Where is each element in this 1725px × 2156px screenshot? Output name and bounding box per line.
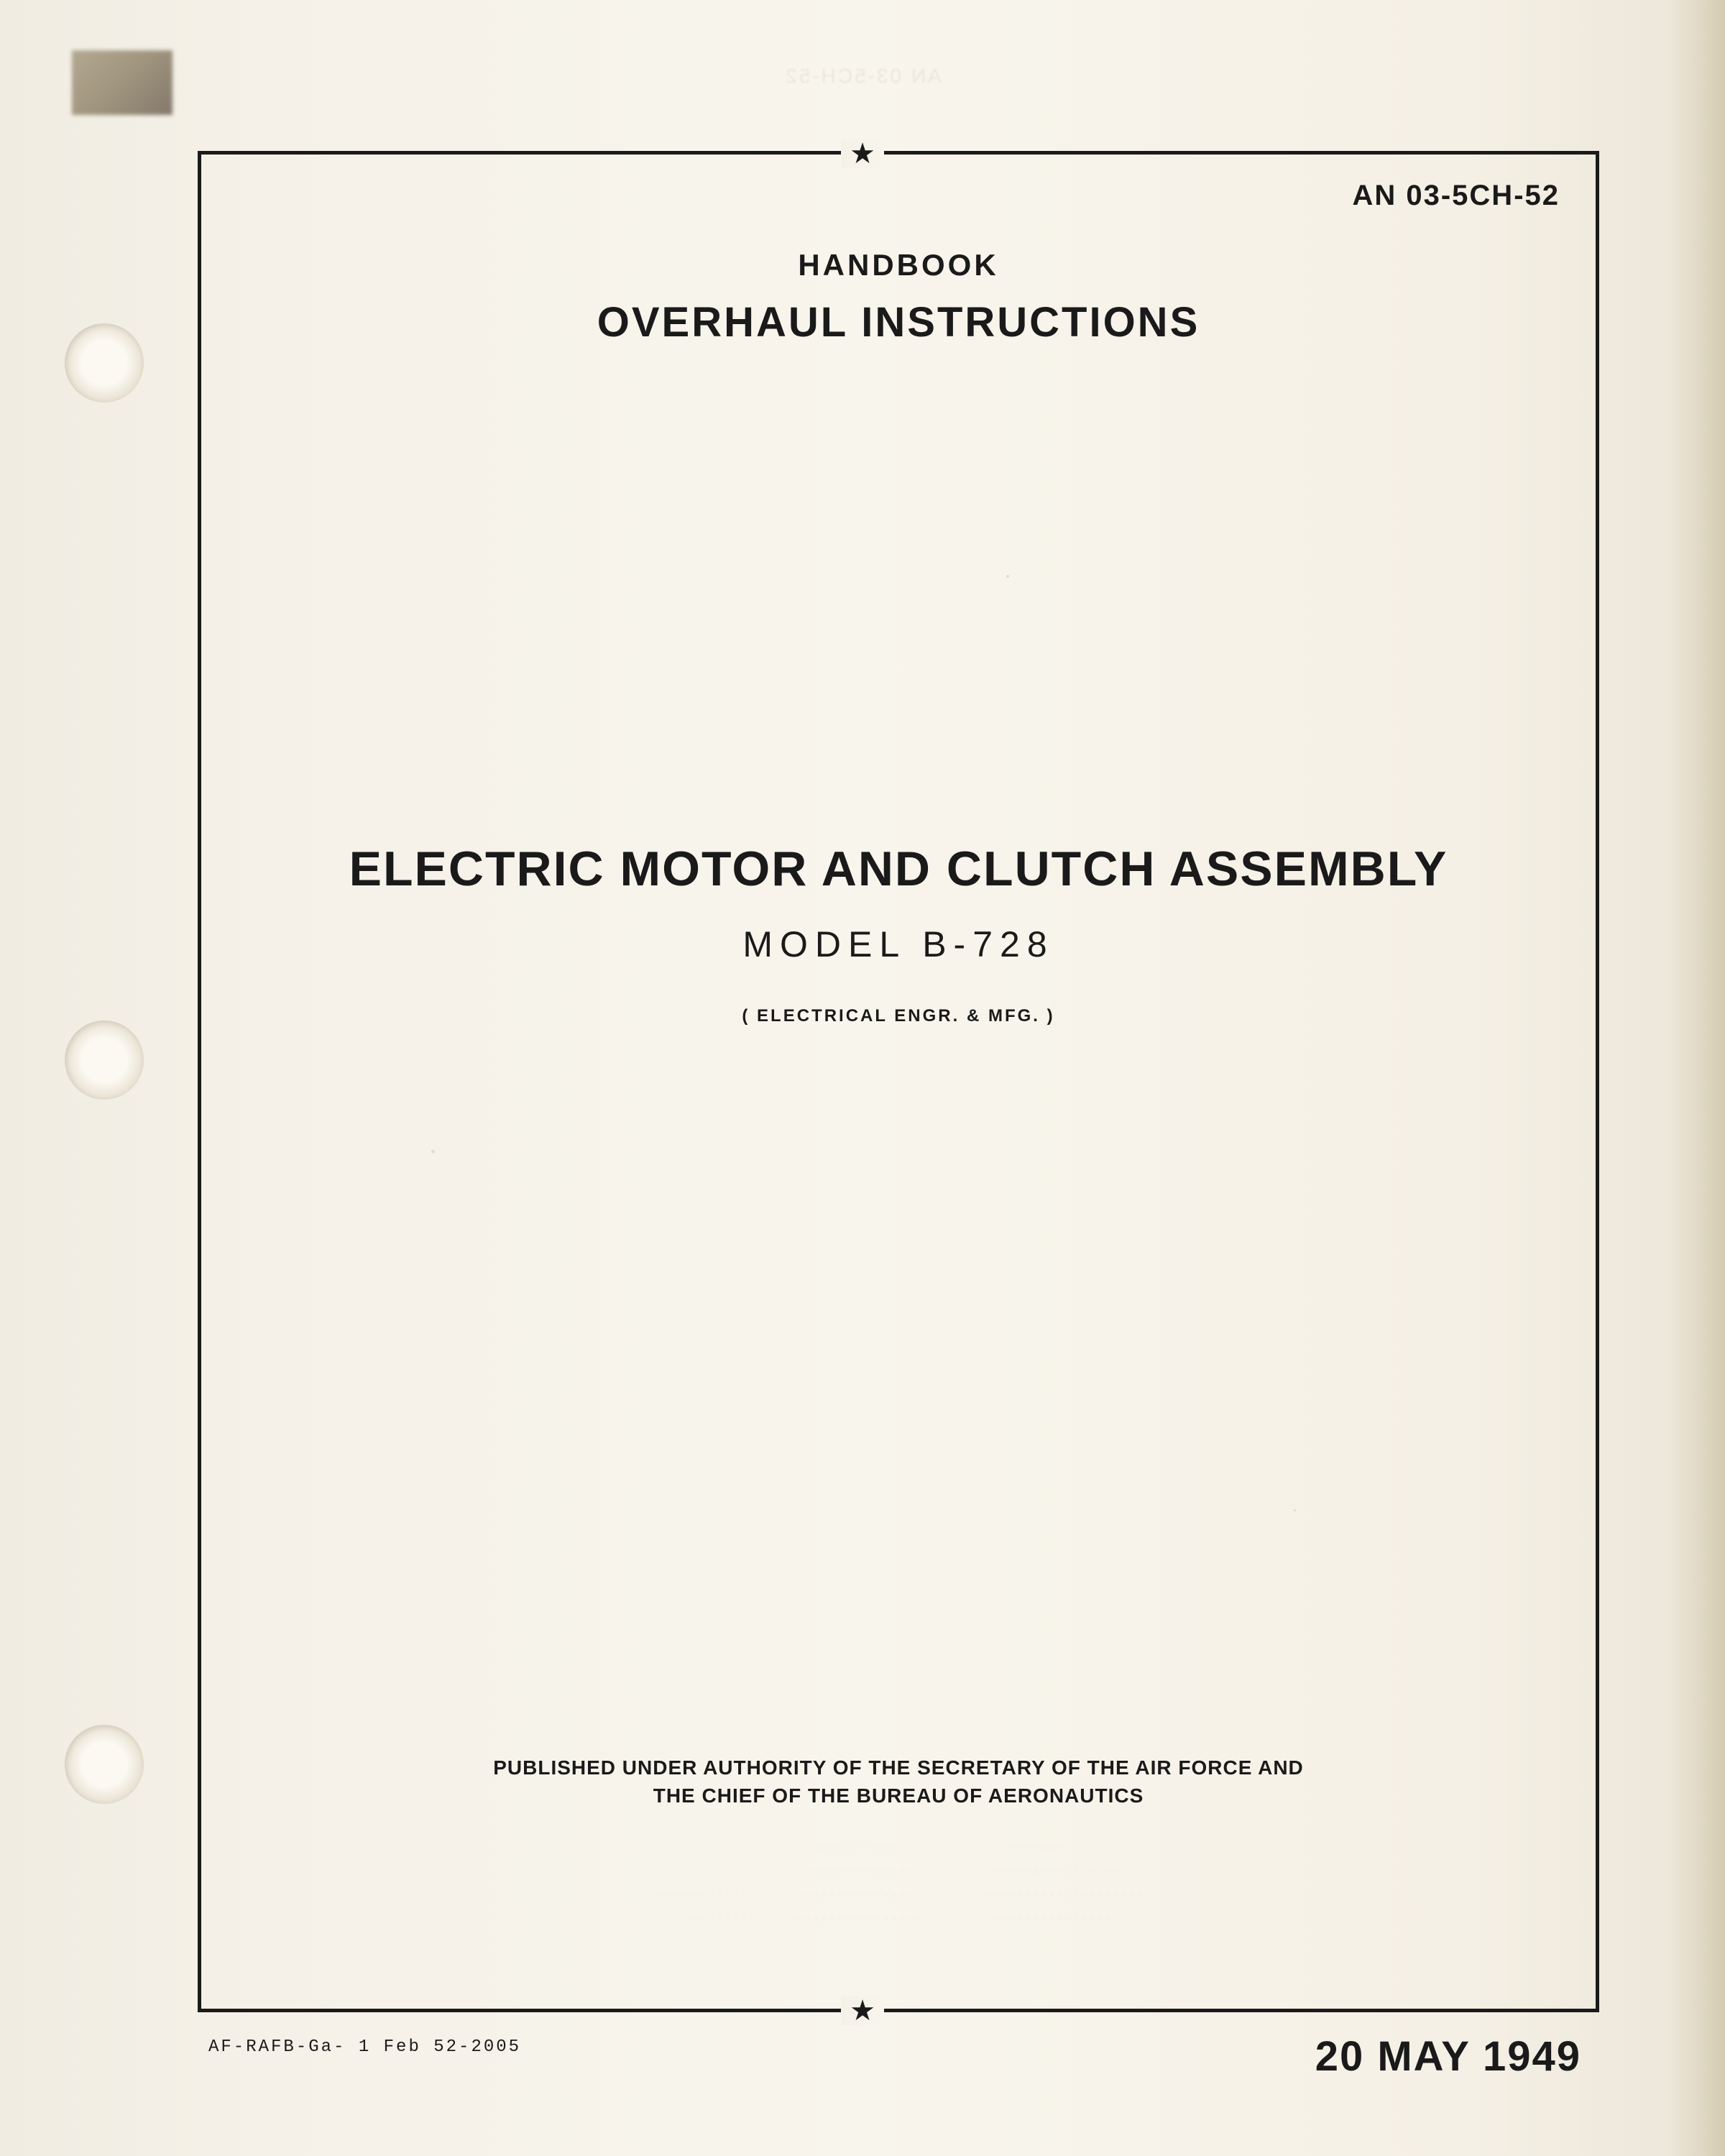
paper-spot xyxy=(1006,575,1009,578)
publication-authority: PUBLISHED UNDER AUTHORITY OF THE SECRETA… xyxy=(198,1754,1599,1810)
model-label: MODEL B-728 xyxy=(198,923,1599,965)
footer-print-code: AF-RAFB-Ga- 1 Feb 52-2005 xyxy=(208,2037,521,2057)
document-page: AN 03-5CH-52 · · · · · · · · · · · · · ·… xyxy=(0,0,1725,2156)
authority-line-2: THE CHIEF OF THE BUREAU OF AERONAUTICS xyxy=(653,1784,1144,1807)
hole-punch-3 xyxy=(65,1725,144,1804)
publication-date: 20 MAY 1949 xyxy=(1315,2032,1581,2081)
document-border-frame xyxy=(198,151,1599,2012)
star-ornament-bottom: ★ xyxy=(841,1996,884,2025)
hole-punch-2 xyxy=(65,1021,144,1100)
document-number: AN 03-5CH-52 xyxy=(1352,180,1560,212)
manufacturer-label: ( ELECTRICAL ENGR. & MFG. ) xyxy=(198,1006,1599,1026)
authority-line-1: PUBLISHED UNDER AUTHORITY OF THE SECRETA… xyxy=(493,1756,1304,1779)
overhaul-instructions-label: OVERHAUL INSTRUCTIONS xyxy=(198,298,1599,346)
ghost-bleedthrough-top: AN 03-5CH-52 xyxy=(0,65,1725,88)
paper-spot xyxy=(431,1150,435,1153)
main-title: ELECTRIC MOTOR AND CLUTCH ASSEMBLY xyxy=(198,841,1599,897)
paper-spot xyxy=(1294,1509,1296,1511)
hole-punch-1 xyxy=(65,323,144,402)
star-ornament-top: ★ xyxy=(841,139,884,168)
handbook-label: HANDBOOK xyxy=(198,248,1599,282)
